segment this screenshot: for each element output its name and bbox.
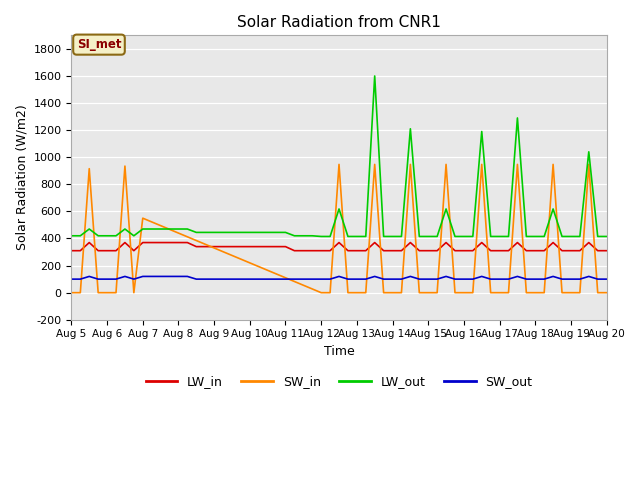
- LW_in: [184, 240, 191, 245]
- SW_out: [540, 276, 548, 282]
- SW_in: [362, 290, 370, 296]
- LW_out: [317, 234, 325, 240]
- Text: SI_met: SI_met: [77, 38, 121, 51]
- SW_in: [603, 290, 611, 296]
- SW_out: [68, 276, 76, 282]
- Line: LW_in: LW_in: [72, 242, 607, 251]
- Title: Solar Radiation from CNR1: Solar Radiation from CNR1: [237, 15, 441, 30]
- LW_out: [362, 234, 370, 240]
- LW_out: [68, 233, 76, 239]
- SW_in: [335, 161, 343, 167]
- LW_out: [603, 234, 611, 240]
- SW_in: [397, 290, 405, 296]
- LW_in: [202, 244, 209, 250]
- X-axis label: Time: Time: [324, 345, 355, 358]
- LW_in: [85, 240, 93, 245]
- LW_out: [255, 229, 262, 235]
- LW_in: [540, 248, 548, 253]
- SW_in: [255, 264, 262, 269]
- Legend: LW_in, SW_in, LW_out, SW_out: LW_in, SW_in, LW_out, SW_out: [141, 370, 538, 393]
- LW_in: [68, 248, 76, 253]
- Line: LW_out: LW_out: [72, 76, 607, 237]
- LW_out: [406, 126, 414, 132]
- Line: SW_out: SW_out: [72, 276, 607, 279]
- LW_out: [175, 226, 182, 232]
- SW_in: [175, 230, 182, 236]
- LW_in: [603, 248, 611, 253]
- LW_out: [371, 73, 378, 79]
- LW_out: [193, 229, 200, 235]
- Y-axis label: Solar Radiation (W/m2): Solar Radiation (W/m2): [15, 105, 28, 251]
- SW_in: [540, 290, 548, 296]
- LW_in: [264, 244, 271, 250]
- SW_out: [202, 276, 209, 282]
- LW_out: [549, 206, 557, 212]
- SW_out: [603, 276, 611, 282]
- SW_out: [362, 276, 370, 282]
- SW_out: [85, 274, 93, 279]
- SW_out: [184, 274, 191, 279]
- SW_out: [397, 276, 405, 282]
- LW_in: [397, 248, 405, 253]
- SW_in: [68, 290, 76, 296]
- SW_out: [264, 276, 271, 282]
- SW_in: [193, 238, 200, 243]
- Line: SW_in: SW_in: [72, 164, 607, 293]
- LW_in: [362, 248, 370, 253]
